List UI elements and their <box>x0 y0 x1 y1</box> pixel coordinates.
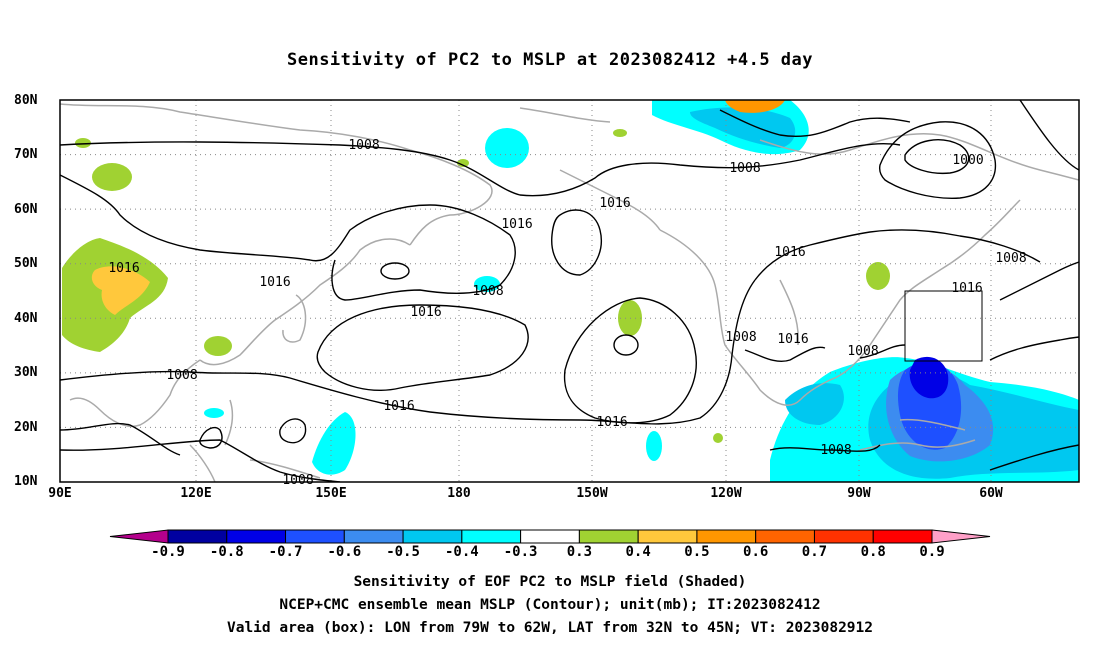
map-plot-area <box>60 100 1079 482</box>
colorbar-segment <box>578 529 639 544</box>
shade-cyan-small <box>204 408 224 418</box>
colorbar <box>109 529 991 544</box>
valid-area-box <box>904 290 983 362</box>
caption-line-2: NCEP+CMC ensemble mean MSLP (Contour); u… <box>279 597 821 613</box>
lat-label-80n: 80N <box>14 93 38 108</box>
shade-green-lakes <box>866 262 890 290</box>
colorbar-segment <box>402 529 463 544</box>
colorbar-tick-label: -0.5 <box>386 544 420 560</box>
colorbar-tick-label: -0.4 <box>444 544 479 560</box>
contour-label: 1016 <box>501 217 532 232</box>
colorbar-tick-label: -0.7 <box>268 544 303 560</box>
colorbar-segment <box>637 529 698 544</box>
contour-label: 1016 <box>599 196 630 211</box>
chart-title: Sensitivity of PC2 to MSLP at 2023082412… <box>286 50 813 70</box>
colorbar-arrow-right <box>931 529 991 544</box>
shade-orange-asia <box>91 266 150 315</box>
contour-label: 1008 <box>995 251 1026 266</box>
shade-cyan-west-pac <box>312 412 356 475</box>
contour-label: 1016 <box>774 245 805 260</box>
contour-label: 1008 <box>166 368 197 383</box>
contour-label: 1016 <box>108 261 139 276</box>
colorbar-segment <box>755 529 815 544</box>
contour-label: 1016 <box>410 305 441 320</box>
lon-label-180: 180 <box>447 486 471 501</box>
shade-blue-arctic <box>690 107 796 148</box>
contour-label: 1016 <box>259 275 290 290</box>
shade-cyan-gulf <box>785 383 844 425</box>
sensitivity-shading <box>62 100 1079 482</box>
colorbar-tick-label: 0.7 <box>801 544 828 560</box>
lon-label-150e: 150E <box>315 486 347 501</box>
lat-label-60n: 60N <box>14 202 38 217</box>
caption-line-1: Sensitivity of EOF PC2 to MSLP field (Sh… <box>353 574 747 590</box>
lat-label-40n: 40N <box>14 311 38 326</box>
lat-label-30n: 30N <box>14 365 38 380</box>
colorbar-segment <box>696 529 757 544</box>
colorbar-tick-label: -0.8 <box>209 544 244 560</box>
contour-label: 1008 <box>348 138 379 153</box>
shade-green-china <box>204 336 232 356</box>
shade-green-small1 <box>613 129 627 137</box>
lat-label-70n: 70N <box>14 147 38 162</box>
contour-label: 1016 <box>951 281 982 296</box>
colorbar-segment <box>461 529 522 544</box>
shade-green-mongolia <box>92 163 132 191</box>
caption-line-3: Valid area (box): LON from 79W to 62W, L… <box>226 620 873 636</box>
colorbar-segment <box>520 529 580 544</box>
contour-label: 1008 <box>282 473 313 488</box>
mslp-contours <box>60 100 1079 482</box>
colorbar-tick-label: 0.6 <box>743 544 769 560</box>
shade-orange-arctic <box>725 100 785 113</box>
lon-label-90e: 90E <box>48 486 72 501</box>
shade-green-north <box>75 138 91 148</box>
contour-label: 1008 <box>472 284 503 299</box>
colorbar-segment <box>226 529 287 544</box>
contour-label: 1016 <box>777 332 808 347</box>
lon-label-60w: 60W <box>979 486 1003 501</box>
colorbar-segment <box>813 529 874 544</box>
colorbar-segment <box>343 529 404 544</box>
lon-label-90w: 90W <box>847 486 871 501</box>
lon-label-120w: 120W <box>710 486 742 501</box>
colorbar-arrow-left <box>109 529 169 544</box>
lat-label-20n: 20N <box>14 420 38 435</box>
coastlines <box>60 103 1079 482</box>
colorbar-segment <box>285 529 345 544</box>
colorbar-segment <box>872 529 933 544</box>
shade-green-small2 <box>713 433 723 443</box>
shade-cyan-bering <box>485 128 529 168</box>
shade-green-small3 <box>457 159 469 167</box>
shade-cyan-east-pac <box>646 431 662 461</box>
contour-label: 1016 <box>383 399 414 414</box>
lat-label-50n: 50N <box>14 256 38 271</box>
colorbar-tick-label: -0.3 <box>503 544 538 560</box>
contour-label: 1008 <box>725 330 756 345</box>
contour-label: 1016 <box>596 415 627 430</box>
lat-label-10n: 10N <box>14 474 38 489</box>
contour-label: 1008 <box>729 161 760 176</box>
colorbar-segment <box>167 529 228 544</box>
lon-label-150w: 150W <box>576 486 608 501</box>
map-grid <box>60 100 1079 482</box>
colorbar-tick-label: 0.3 <box>566 544 593 560</box>
contour-label: 1008 <box>820 443 851 458</box>
contour-labels: 1008 1008 1000 1016 1016 1016 1016 1008 … <box>108 138 1026 488</box>
colorbar-tick-label: 0.4 <box>625 544 651 560</box>
contour-label: 1008 <box>847 344 878 359</box>
map-frame <box>59 99 1080 483</box>
colorbar-tick-label: 0.8 <box>860 544 886 560</box>
colorbar-tick-label: 0.9 <box>919 544 945 560</box>
shade-darkest-blue-atlantic <box>909 356 949 399</box>
colorbar-tick-label: -0.6 <box>327 544 362 560</box>
lon-label-120e: 120E <box>180 486 212 501</box>
colorbar-tick-label: 0.5 <box>684 544 710 560</box>
contour-label: 1000 <box>952 153 983 168</box>
colorbar-tick-label: -0.9 <box>151 544 185 560</box>
